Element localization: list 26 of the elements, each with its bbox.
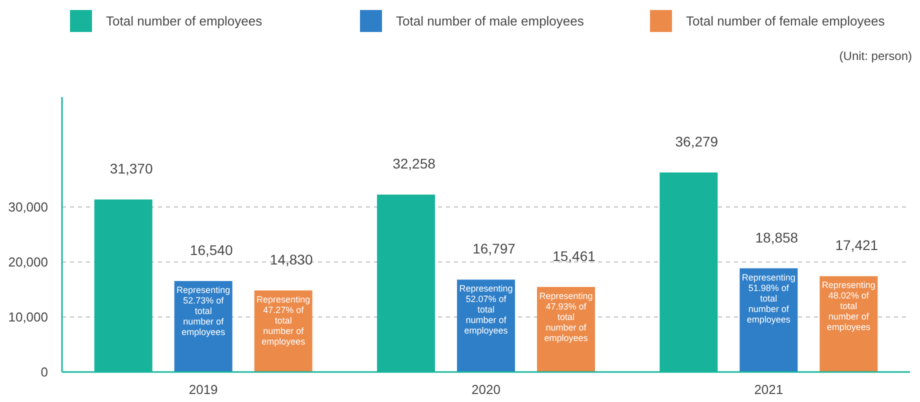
data-label: 36,279 bbox=[675, 133, 718, 150]
x-tick-label: 2019 bbox=[188, 382, 218, 397]
data-label: 18,858 bbox=[755, 229, 798, 246]
y-tick-label: 10,000 bbox=[8, 310, 48, 325]
annotation: Representing 48.02% of total number of employees bbox=[822, 280, 876, 332]
data-label: 16,540 bbox=[190, 242, 233, 258]
legend-label: Total number of employees bbox=[106, 14, 263, 29]
y-tick-label: 30,000 bbox=[8, 200, 48, 215]
y-tick-label: 20,000 bbox=[8, 254, 48, 270]
data-label: 17,421 bbox=[835, 237, 878, 254]
annotation: Representing 51.98% of total number of employees bbox=[742, 272, 796, 324]
data-label: 14,830 bbox=[270, 251, 313, 268]
annotation: Representing 47.27% of total number of employees bbox=[256, 294, 310, 346]
annotation: Representing 52.73% of total number of employees bbox=[176, 285, 230, 338]
x-tick-label: 2020 bbox=[472, 382, 500, 397]
data-label: 15,461 bbox=[552, 248, 596, 264]
data-label: 31,370 bbox=[110, 160, 153, 176]
legend-label: Total number of female employees bbox=[686, 14, 886, 29]
annotation: Representing 52.07% of total number of employees bbox=[459, 284, 513, 336]
y-tick-label: 0 bbox=[40, 364, 48, 380]
annotation: Representing 47.93% of total number of employees bbox=[539, 290, 593, 343]
data-label: 16,797 bbox=[472, 240, 516, 257]
text: (Unit: person) bbox=[839, 49, 912, 63]
legend-label: Total number of male employees bbox=[396, 14, 584, 29]
data-label: 32,258 bbox=[392, 156, 436, 172]
x-tick-label: 2021 bbox=[754, 382, 784, 397]
